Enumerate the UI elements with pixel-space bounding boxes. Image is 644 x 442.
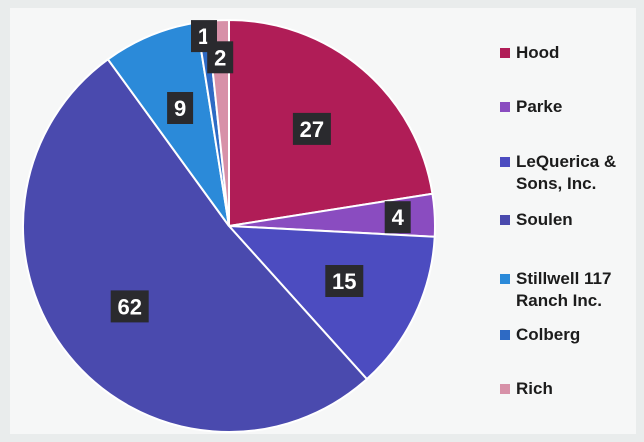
data-label-box [167, 92, 194, 124]
data-label-rich: 2 [207, 41, 234, 74]
legend-item-lequerica: LeQuerica & Sons, Inc. [500, 151, 616, 195]
legend-swatch-hood [500, 48, 510, 58]
legend-label-colberg: Colberg [516, 325, 581, 344]
data-label-lequerica: 15 [325, 265, 364, 297]
data-label-box [325, 265, 364, 297]
pie-slice-lequerica [226, 224, 436, 381]
legend-label-lequerica: LeQuerica & Sons, Inc. [516, 152, 617, 193]
legend-item-rich: Rich [500, 378, 553, 400]
data-label-box [384, 201, 411, 234]
data-labels: 27 4 15 62 9 12 [110, 20, 411, 323]
data-label-box [292, 112, 331, 145]
legend-item-soulen: Soulen [500, 209, 573, 231]
legend-swatch-soulen [500, 215, 510, 225]
legend-label-rich: Rich [516, 379, 553, 398]
data-label-text: 27 [300, 117, 324, 142]
data-label-box [110, 290, 149, 323]
data-label-text: 2 [214, 45, 226, 70]
legend-label-stillwell: Stillwell 117 Ranch Inc. [516, 269, 612, 310]
legend-label-hood: Hood [516, 43, 560, 62]
legend-swatch-parke [500, 102, 510, 112]
data-label-parke: 4 [384, 201, 411, 234]
data-label-stillwell: 9 [167, 92, 194, 124]
legend-swatch-colberg [500, 330, 510, 340]
data-label-text: 9 [174, 96, 186, 121]
legend-label-soulen: Soulen [516, 210, 573, 229]
data-label-text: 1 [198, 24, 210, 49]
data-label-text: 4 [392, 205, 405, 230]
legend-item-hood: Hood [500, 42, 559, 64]
legend-item-stillwell: Stillwell 117 Ranch Inc. [500, 268, 611, 312]
legend-swatch-lequerica [500, 157, 510, 167]
pie-slice-soulen [22, 57, 369, 433]
data-label-box [207, 41, 234, 74]
legend-swatch-rich [500, 384, 510, 394]
legend-label-parke: Parke [516, 97, 563, 116]
data-label-text: 15 [332, 269, 356, 294]
legend-item-colberg: Colberg [500, 324, 580, 346]
data-label-text: 62 [117, 294, 141, 319]
legend-swatch-stillwell [500, 274, 510, 284]
legend-item-parke: Parke [500, 96, 562, 118]
data-label-soulen: 62 [110, 290, 149, 323]
data-label-hood: 27 [292, 112, 331, 145]
